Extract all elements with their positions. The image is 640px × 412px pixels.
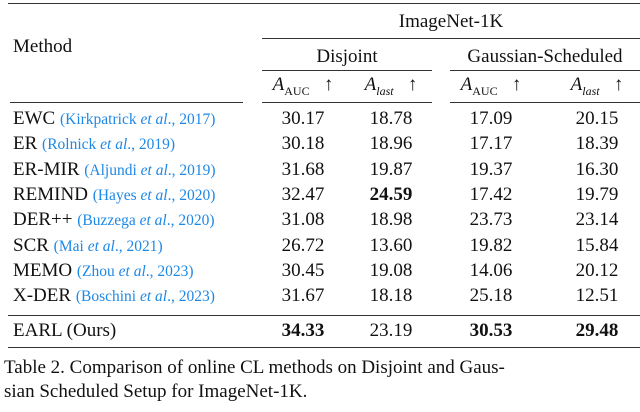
method-cell: REMIND (Hayes et al., 2020) — [13, 184, 215, 207]
group-rule-gaussian — [450, 70, 640, 72]
group-header-gaussian: Gaussian-Scheduled — [467, 46, 623, 67]
value-cell: 30.18 — [281, 133, 325, 155]
group-header-disjoint: Disjoint — [316, 46, 378, 67]
value-cell: 23.19 — [369, 320, 413, 341]
table-row: X-DER (Boschini et al., 2023) 31.67 18.18 2… — [0, 285, 640, 307]
value-cell: 19.82 — [469, 234, 513, 256]
table-row: DER++ (Buzzega et al., 2020) 31.08 18.98 23… — [0, 209, 640, 231]
method-cell: MEMO (Zhou et al., 2023) — [13, 260, 194, 283]
table-row-ours: EARL (Ours) 34.33 23.19 30.53 29.48 — [0, 320, 640, 342]
table-row: ER (Rolnick et al., 2019) 30.18 18.96 17.17… — [0, 133, 640, 155]
value-cell: 18.39 — [575, 133, 619, 155]
value-cell: 31.68 — [281, 158, 325, 180]
value-cell: 30.53 — [469, 320, 513, 341]
header-rule-method — [10, 102, 243, 104]
value-cell: 19.37 — [469, 158, 513, 180]
table-row: REMIND (Hayes et al., 2020) 32.47 24.59 17.… — [0, 184, 640, 206]
value-cell: 16.30 — [575, 158, 619, 180]
value-cell: 13.60 — [369, 234, 413, 256]
group-rule-disjoint — [262, 70, 432, 72]
value-cell: 34.33 — [281, 320, 325, 341]
value-cell: 25.18 — [469, 285, 513, 307]
value-cell: 19.87 — [369, 158, 413, 180]
value-cell: 18.98 — [369, 209, 413, 231]
metric-header-cell: Alast ↑ — [364, 74, 418, 98]
metric-header-cell: AAUC ↑ — [460, 74, 522, 98]
method-cell: X-DER (Boschini et al., 2023) — [13, 285, 215, 308]
up-arrow-icon: ↑ — [323, 74, 334, 95]
method-name: EWC — [13, 108, 56, 129]
bottom-rule — [8, 347, 640, 349]
method-cell: SCR (Mai et al., 2021) — [13, 235, 163, 258]
caption-line-1: Table 2. Comparison of online CL methods… — [4, 357, 505, 378]
citation-link[interactable]: (Hayes et al., 2020) — [92, 186, 216, 204]
method-header: Method — [13, 36, 73, 57]
dataset-rule — [262, 38, 640, 40]
metric-header: Alast ↑ — [0, 74, 640, 98]
method-cell: DER++ (Buzzega et al., 2020) — [13, 209, 215, 232]
up-arrow-icon: ↑ — [511, 74, 522, 95]
value-cell: 18.78 — [369, 108, 413, 129]
value-cell: 15.84 — [575, 234, 619, 256]
top-rule — [8, 3, 640, 5]
method-name: ER — [13, 133, 38, 155]
value-cell: 23.14 — [575, 209, 619, 231]
up-arrow-icon: ↑ — [613, 74, 624, 95]
method-name: MEMO — [13, 259, 73, 281]
metric-header: Alast ↑ — [0, 74, 640, 98]
method-name: DER++ — [13, 209, 73, 231]
method-name: X-DER — [13, 285, 72, 307]
value-cell: 26.72 — [281, 234, 325, 256]
citation-link[interactable]: (Buzzega et al., 2020) — [77, 212, 215, 230]
metric-header: AAUC ↑ — [0, 74, 640, 98]
dataset-header: ImageNet-1K — [398, 11, 504, 32]
table-row: ER-MIR (Aljundi et al., 2019) 31.68 19.87 1… — [0, 159, 640, 181]
value-cell: 17.42 — [469, 183, 513, 205]
value-cell: 20.12 — [575, 259, 619, 281]
value-cell: 19.79 — [575, 183, 619, 205]
citation-link[interactable]: (Boschini et al., 2023) — [75, 288, 215, 306]
metric-header-cell: AAUC ↑ — [272, 74, 334, 98]
citation-link[interactable]: (Mai et al., 2021) — [53, 237, 163, 255]
header-rule-disjoint — [262, 102, 432, 104]
table-row: EWC (Kirkpatrick et al., 2017) 30.17 18.78… — [0, 108, 640, 130]
value-cell: 31.08 — [281, 209, 325, 231]
value-cell: 17.09 — [469, 108, 513, 129]
value-cell: 31.67 — [281, 285, 325, 307]
method-name: ER-MIR — [13, 158, 80, 180]
value-cell: 29.48 — [575, 320, 619, 341]
value-cell: 30.45 — [281, 259, 325, 281]
value-cell: 14.06 — [469, 259, 513, 281]
value-cell: 24.59 — [369, 183, 413, 205]
value-cell: 17.17 — [469, 133, 513, 155]
method-cell: EWC (Kirkpatrick et al., 2017) — [13, 108, 215, 131]
value-cell: 19.08 — [369, 259, 413, 281]
value-cell: 12.51 — [575, 285, 619, 307]
ours-rule — [8, 315, 640, 317]
value-cell: 30.17 — [281, 108, 325, 129]
up-arrow-icon: ↑ — [407, 74, 418, 95]
caption-line-2: sian Scheduled Setup for ImageNet-1K. — [4, 381, 308, 402]
method-cell: ER (Rolnick et al., 2019) — [13, 133, 175, 156]
table-row: MEMO (Zhou et al., 2023) 30.45 19.08 14.06 2… — [0, 260, 640, 282]
citation-link[interactable]: (Kirkpatrick et al., 2017) — [59, 111, 216, 128]
method-name: SCR — [13, 234, 49, 256]
metric-header-cell: Alast ↑ — [570, 74, 624, 98]
value-cell: 32.47 — [281, 183, 325, 205]
citation-link[interactable]: (Aljundi et al., 2019) — [84, 161, 216, 179]
method-name: EARL (Ours) — [13, 320, 117, 341]
table-row: SCR (Mai et al., 2021) 26.72 13.60 19.82 15.… — [0, 235, 640, 257]
citation-link[interactable]: (Rolnick et al., 2019) — [42, 136, 176, 154]
value-cell: 20.15 — [575, 108, 619, 129]
value-cell: 18.96 — [369, 133, 413, 155]
value-cell: 23.73 — [469, 209, 513, 231]
value-cell: 18.18 — [369, 285, 413, 307]
method-name: REMIND — [13, 183, 88, 205]
header-rule-gaussian — [450, 102, 640, 104]
method-cell: ER-MIR (Aljundi et al., 2019) — [13, 159, 216, 182]
metric-header: AAUC ↑ — [0, 74, 640, 98]
citation-link[interactable]: (Zhou et al., 2023) — [76, 262, 194, 280]
